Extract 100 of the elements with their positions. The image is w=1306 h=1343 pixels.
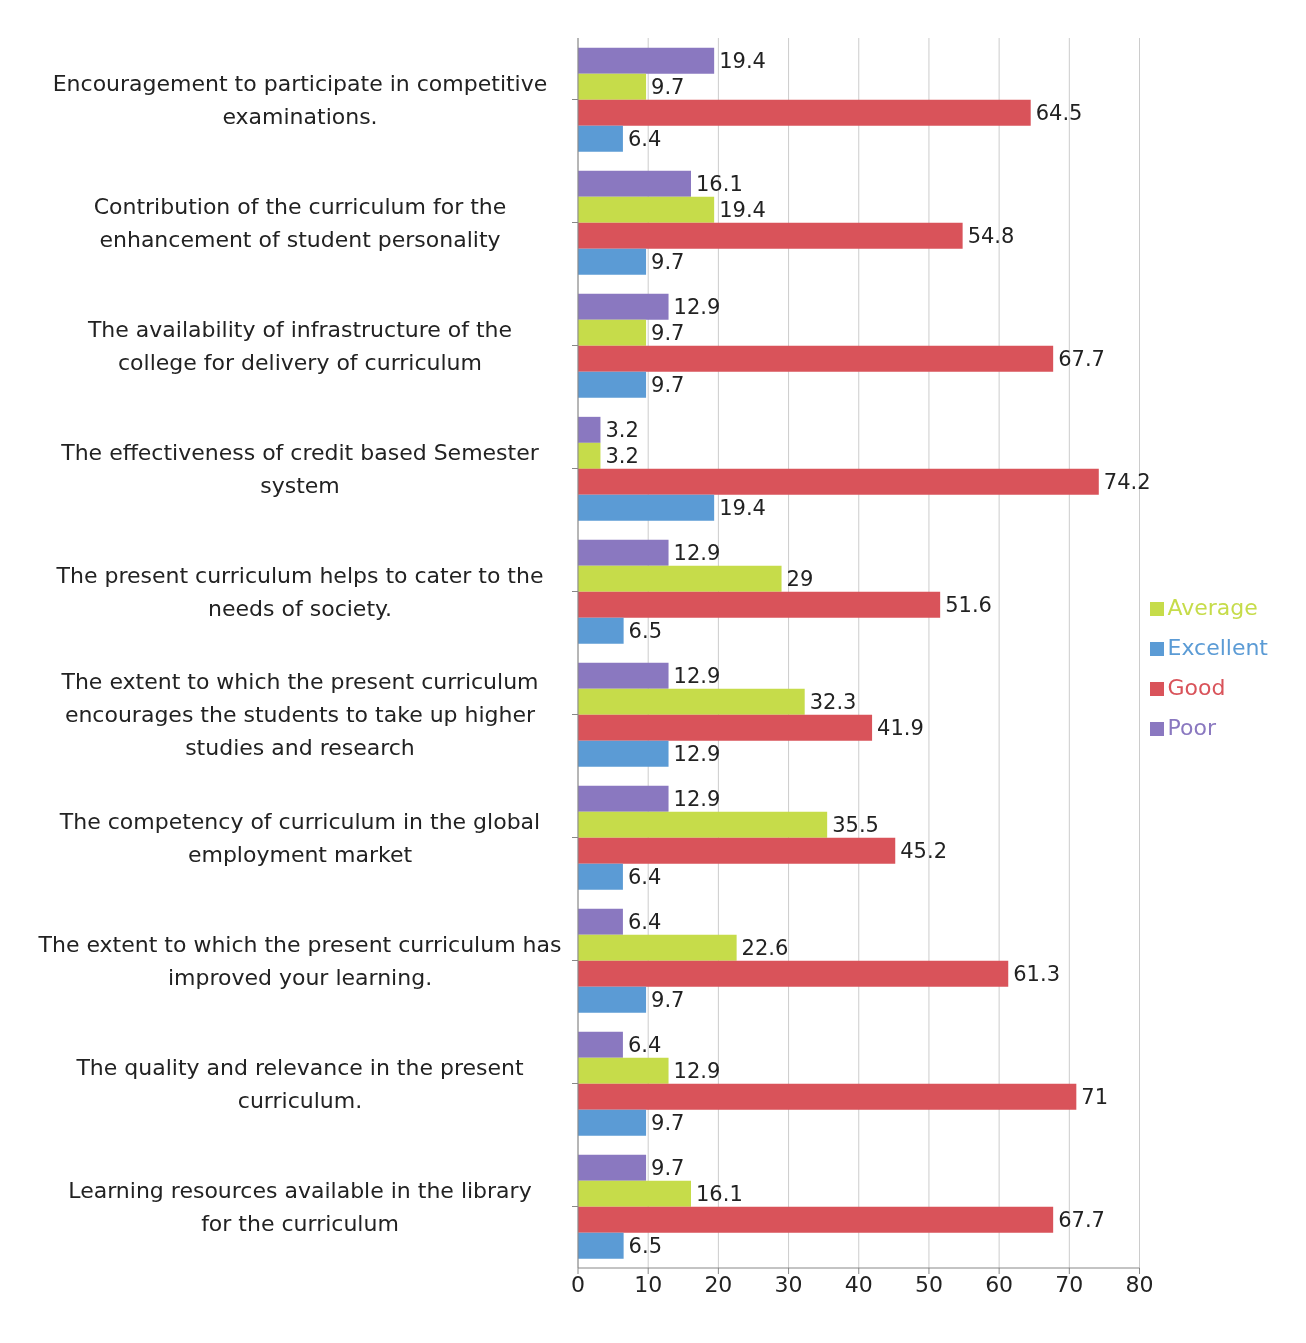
bar [578,934,737,961]
bar [578,565,782,592]
y-tick-label: Learning resources available in the library for the curriculum [68,1177,532,1236]
legend-label: Average [1167,595,1258,620]
data-label: 12.9 [673,742,721,767]
legend-label: Good [1167,675,1226,700]
bar [578,99,1031,126]
y-tick-label: The competency of curriculum in the global employment market [58,808,541,867]
bar [578,416,601,443]
bar [578,1083,1077,1110]
data-label: 12.9 [673,541,721,566]
data-label: 22.6 [741,936,789,961]
x-tick-label: 20 [704,1271,733,1297]
data-label: 9.7 [651,373,685,398]
y-tick-label: The extent to which the present curriculum encourages the students to take up higher studies and research [60,669,539,761]
data-label: 19.4 [719,496,766,521]
x-tick-label: 40 [844,1271,873,1297]
data-label: 41.9 [877,716,924,741]
bar [578,125,623,152]
data-label: 6.4 [627,127,662,152]
x-tick-label: 70 [1055,1271,1084,1297]
y-tick-label: The extent to which the present curriculum has improved your learning. [37,931,562,990]
data-label: 32.3 [809,690,857,715]
y-tick-label: Encouragement to participate in competitive examinations. [52,70,548,129]
y-tick-label: The present curriculum helps to cater to the needs of society. [55,562,544,621]
bar [578,1031,623,1058]
bar [578,1109,647,1136]
data-label: 3.2 [605,418,639,443]
data-label: 16.1 [696,172,743,197]
bar [578,293,669,320]
data-label: 12.9 [673,664,721,689]
data-label: 9.7 [651,75,685,100]
bar [578,617,624,644]
data-label: 67.7 [1058,347,1105,372]
bar [578,468,1099,495]
bar [578,222,963,249]
bar [578,1180,691,1207]
bar [578,960,1009,987]
bar [578,785,669,812]
y-tick-label: Contribution of the curriculum for the enhancement of student personality [93,193,507,252]
bar [578,1206,1054,1233]
data-label: 6.5 [628,619,663,644]
data-label: 9.7 [651,1156,685,1181]
data-label: 29 [786,567,814,592]
x-tick-label: 80 [1125,1271,1154,1297]
bar [578,740,669,767]
data-label: 35.5 [832,813,879,838]
bar [578,1154,647,1181]
bar [578,591,941,618]
y-tick-label: The quality and relevance in the present curriculum. [75,1054,524,1113]
data-label: 9.7 [651,988,685,1013]
legend-label: Excellent [1167,635,1268,660]
data-label: 51.6 [945,593,992,618]
x-tick-label: 30 [774,1271,803,1297]
bar [578,319,647,346]
data-label: 54.8 [967,224,1015,249]
bar [578,73,647,100]
data-label: 3.2 [605,444,639,469]
data-label: 45.2 [900,839,948,864]
y-tick-label: The availability of infrastructure of the college for delivery of curriculum [86,316,513,375]
data-label: 16.1 [696,1182,743,1207]
data-label: 12.9 [673,295,721,320]
bar [578,1232,624,1259]
bar [578,494,715,521]
bar [578,811,828,838]
x-tick-label: 0 [571,1271,585,1297]
bar [578,908,623,935]
data-label: 12.9 [673,787,721,812]
bar [578,442,601,469]
bar [578,837,896,864]
y-tick-label: The effectiveness of credit based Semester system [60,439,540,498]
bar [578,863,623,890]
data-label: 71 [1081,1085,1109,1110]
data-label: 12.9 [673,1059,721,1084]
bar [578,170,691,197]
bar [578,47,715,74]
data-label: 9.7 [651,1111,685,1136]
data-label: 64.5 [1035,101,1083,126]
data-label: 6.4 [627,910,662,935]
bar [578,371,647,398]
bar [578,196,715,223]
data-label: 19.4 [719,49,766,74]
bar [578,662,669,689]
bar [578,1057,669,1084]
data-label: 67.7 [1058,1208,1105,1233]
data-label: 61.3 [1013,962,1061,987]
x-tick-label: 50 [914,1271,943,1297]
x-tick-label: 60 [985,1271,1014,1297]
data-label: 74.2 [1103,470,1151,495]
data-label: 9.7 [651,321,685,346]
bar [578,986,647,1013]
bar [578,248,647,275]
data-label: 6.4 [627,1033,662,1058]
bar [578,688,805,715]
bar [578,345,1054,372]
legend-label: Poor [1167,715,1216,740]
data-label: 19.4 [719,198,766,223]
data-label: 9.7 [651,250,685,275]
bar [578,714,873,741]
x-tick-label: 10 [634,1271,663,1297]
